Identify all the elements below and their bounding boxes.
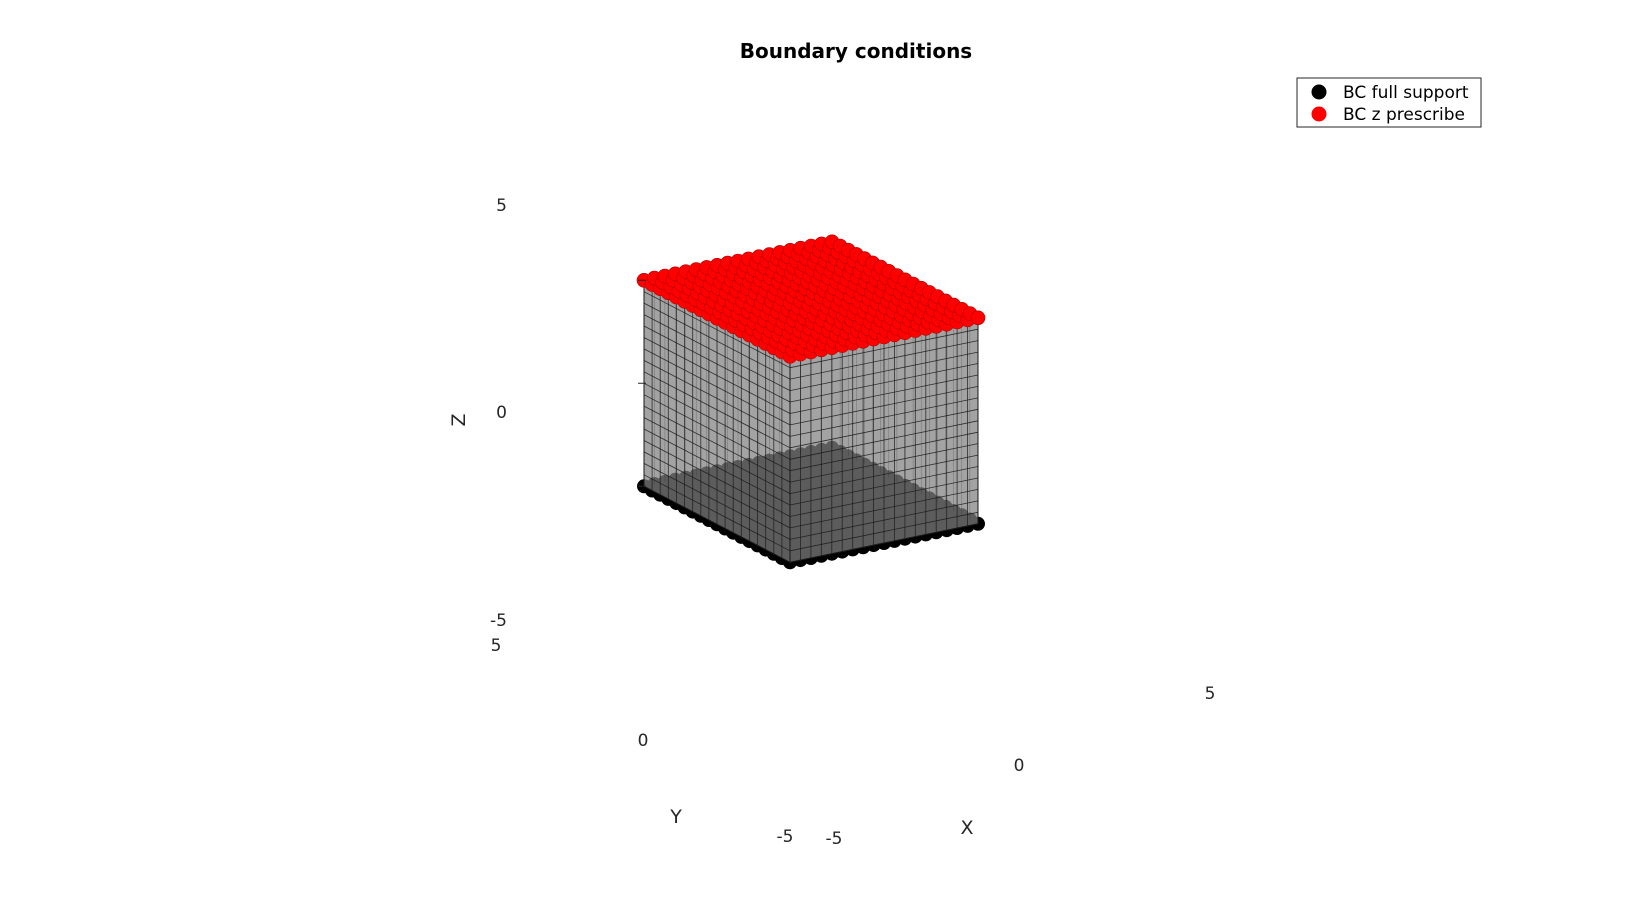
mesh-line bbox=[643, 302, 791, 380]
y-tick-label: 5 bbox=[491, 636, 502, 656]
mesh-line bbox=[643, 291, 791, 369]
top-markers bbox=[636, 234, 986, 364]
marker-z-prescribe bbox=[970, 310, 986, 326]
legend-box bbox=[1296, 77, 1482, 128]
z-tick-label: 0 bbox=[496, 403, 507, 423]
y-tick-label: 0 bbox=[638, 731, 649, 751]
z-tick-label: 5 bbox=[496, 196, 507, 216]
x-tick-label: -5 bbox=[826, 829, 843, 849]
mesh-line bbox=[789, 340, 979, 380]
legend-marker-z-prescribe bbox=[1311, 106, 1327, 122]
mesh-box bbox=[643, 241, 979, 564]
legend-marker-full-support bbox=[1311, 84, 1327, 100]
x-tick-label: 0 bbox=[1014, 756, 1025, 776]
legend-entry-z-prescribe: BC z prescribe bbox=[1343, 105, 1465, 125]
z-tick-label: -5 bbox=[490, 611, 507, 631]
mesh-line bbox=[789, 328, 979, 369]
x-tick-label: 5 bbox=[1205, 684, 1216, 704]
z-axis-label: Z bbox=[448, 413, 470, 426]
y-tick-label: -5 bbox=[777, 827, 794, 847]
chart-title: Boundary conditions bbox=[740, 39, 972, 63]
mesh-line bbox=[643, 314, 791, 391]
y-axis-label: Y bbox=[669, 806, 682, 828]
x-axis-label: X bbox=[960, 817, 973, 839]
legend: BC full support BC z prescribe bbox=[1296, 77, 1482, 128]
mesh-line bbox=[789, 351, 979, 391]
axes: 5 0 -5 Z 5 0 -5 Y -5 0 5 X bbox=[448, 196, 1215, 849]
legend-entry-full-support: BC full support bbox=[1343, 83, 1469, 103]
mesh-line bbox=[789, 523, 979, 563]
